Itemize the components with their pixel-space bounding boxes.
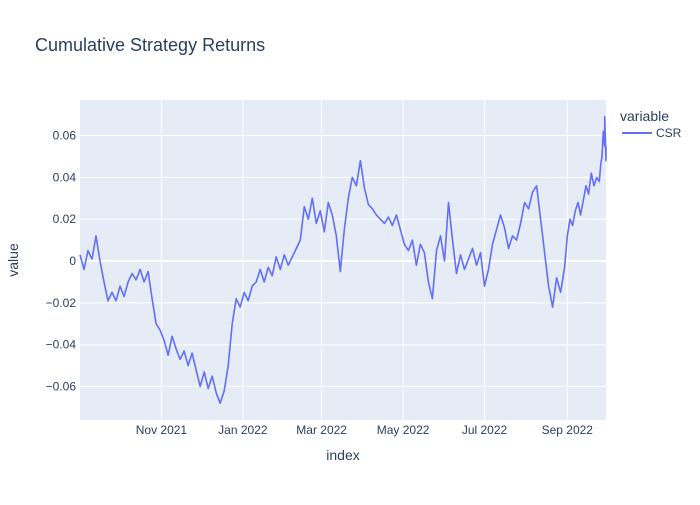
y-tick-label: −0.04 bbox=[46, 338, 77, 352]
x-tick-label: Sep 2022 bbox=[542, 423, 594, 437]
x-tick-label: Jul 2022 bbox=[462, 423, 508, 437]
chart-title: Cumulative Strategy Returns bbox=[35, 35, 265, 55]
x-tick-label: Jan 2022 bbox=[218, 423, 268, 437]
y-tick-label: 0.02 bbox=[53, 212, 77, 226]
legend-item-csr[interactable]: CSR bbox=[656, 126, 682, 140]
legend-title: variable bbox=[620, 108, 669, 124]
series-line-csr[interactable] bbox=[79, 115, 607, 405]
x-tick-label: Nov 2021 bbox=[136, 423, 188, 437]
x-axis-label: index bbox=[326, 447, 359, 463]
grid-lines bbox=[80, 100, 606, 420]
y-tick-label: −0.06 bbox=[46, 380, 77, 394]
series-layer bbox=[79, 115, 607, 405]
x-axis-ticks: Nov 2021 Jan 2022 Mar 2022 May 2022 Jul 2022… bbox=[136, 423, 594, 437]
y-axis-label: value bbox=[5, 243, 21, 277]
y-tick-label: 0.04 bbox=[53, 170, 77, 184]
y-tick-label: 0 bbox=[69, 254, 76, 268]
x-tick-label: May 2022 bbox=[377, 423, 430, 437]
y-axis-ticks: −0.06 −0.04 −0.02 0 0.02 0.04 0.06 bbox=[46, 129, 77, 394]
x-tick-label: Mar 2022 bbox=[296, 423, 347, 437]
y-tick-label: 0.06 bbox=[53, 129, 77, 143]
legend[interactable]: variable CSR bbox=[620, 108, 682, 140]
plot-area bbox=[80, 100, 606, 420]
y-tick-label: −0.02 bbox=[46, 296, 77, 310]
